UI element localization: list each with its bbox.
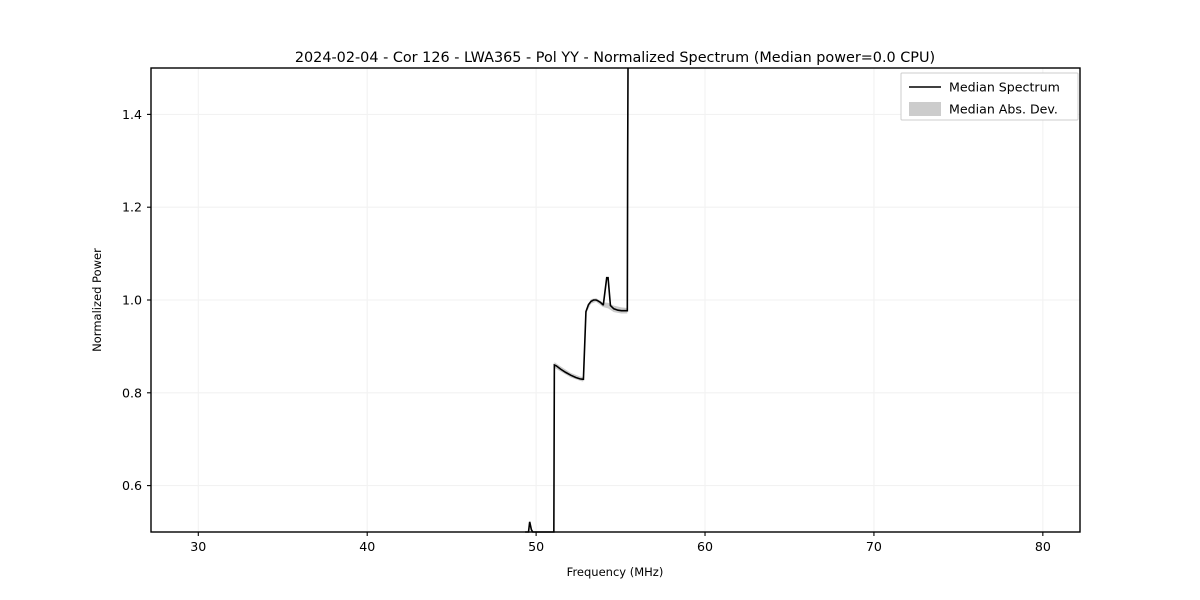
series-median-spectrum	[525, 67, 629, 533]
y-tick-label: 1.0	[122, 293, 142, 308]
y-tick-label: 0.6	[122, 478, 142, 493]
x-tick-label: 50	[528, 539, 544, 554]
legend-swatch-patch	[909, 102, 941, 116]
legend-box	[900, 72, 1079, 121]
x-tick-label: 70	[866, 539, 882, 554]
x-axis-label: Frequency (MHz)	[567, 565, 664, 579]
y-tick-label: 0.8	[122, 385, 142, 400]
y-tick-label: 1.4	[122, 107, 142, 122]
x-tick-label: 80	[1035, 539, 1051, 554]
y-tick-label: 1.2	[122, 200, 142, 215]
legend-entry-label: Median Abs. Dev.	[949, 102, 1058, 117]
chart-legend[interactable]: Median Spectrum Median Abs. Dev.	[900, 72, 1079, 121]
x-tick-label: 30	[190, 539, 206, 554]
legend-entry-label: Median Spectrum	[949, 80, 1060, 95]
x-tick-label: 60	[697, 539, 713, 554]
x-axis-ticks: 30 40 50 60 70 80	[190, 532, 1051, 554]
y-axis-label: Normalized Power	[90, 248, 104, 352]
median-spectrum-line	[525, 67, 629, 533]
y-axis-ticks: 0.6 0.8 1.0 1.2 1.4	[122, 107, 151, 493]
x-tick-label: 40	[359, 539, 375, 554]
chart-title: 2024-02-04 - Cor 126 - LWA365 - Pol YY -…	[295, 50, 935, 66]
